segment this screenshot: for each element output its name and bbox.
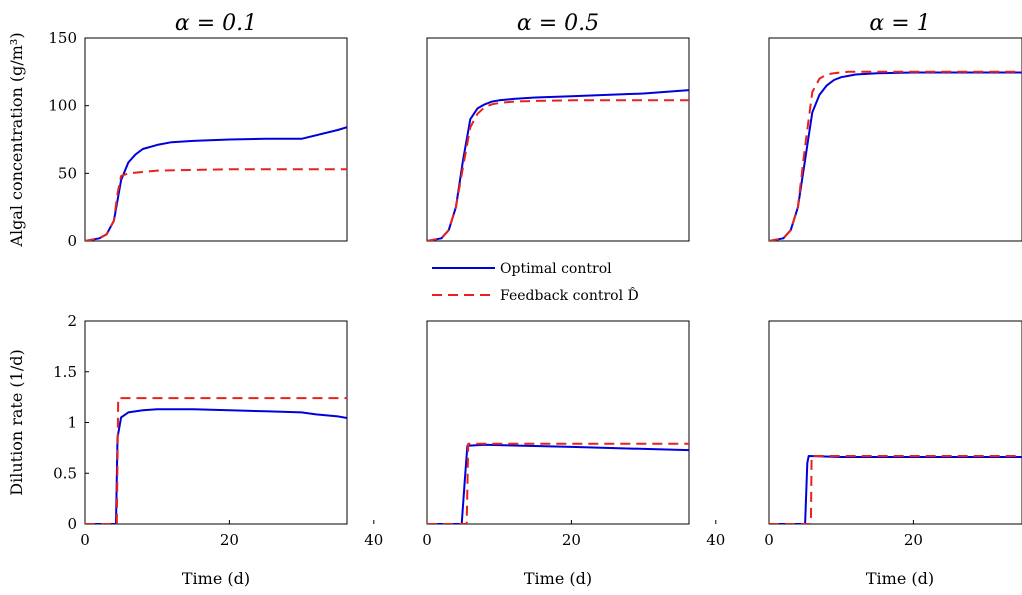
series-optimal-line (427, 443, 689, 524)
panel-1: 0 50 100 150 α = 0.1 Algal concentration (g/m… (7, 11, 348, 250)
x-tick-label: 40 (364, 531, 383, 549)
series-optimal-line (85, 126, 347, 241)
y-tick-label: 100 (48, 97, 77, 115)
x-axis-label: Time (d) (182, 569, 250, 588)
series-group (427, 89, 689, 241)
x-tick-label: 0 (764, 531, 774, 549)
x-tick-label: 0 (80, 531, 90, 549)
series-optimal-line (85, 408, 347, 524)
series-feedback-line (769, 70, 1022, 241)
series-group (769, 70, 1022, 241)
x-tick-label: 0 (422, 531, 432, 549)
x-tick-label: 20 (220, 531, 239, 549)
y-tick-label: 1 (67, 414, 77, 432)
series-group (769, 455, 1022, 524)
y-axis-label: Dilution rate (1/d) (7, 349, 26, 495)
x-axis-label: Time (d) (524, 569, 592, 588)
series-group (85, 126, 347, 241)
panel-5: 0 20 40 Time (d) (422, 320, 725, 588)
series-feedback-line (427, 442, 689, 524)
series-optimal-line (769, 455, 1022, 524)
series-feedback-line (85, 397, 347, 524)
plot-frame (426, 37, 690, 242)
plot-frame (84, 320, 348, 525)
y-tick-label: 50 (58, 164, 77, 182)
x-tick-label: 20 (904, 531, 923, 549)
y-tick-label: 150 (48, 29, 77, 47)
series-feedback-line (427, 99, 689, 241)
panel-title: α = 0.5 (517, 11, 599, 36)
panel-3: α = 1 (768, 11, 1022, 242)
y-tick-label: 0 (67, 232, 77, 250)
series-group (85, 397, 347, 524)
panel-title: α = 0.1 (175, 11, 257, 36)
x-axis-label: Time (d) (866, 569, 934, 588)
panel-2: α = 0.5 (426, 11, 690, 242)
y-axis-label: Algal concentration (g/m³) (7, 32, 26, 247)
panel-title: α = 1 (869, 11, 930, 36)
series-group (427, 442, 689, 524)
series-feedback-line (85, 168, 347, 241)
x-tick-label: 20 (562, 531, 581, 549)
x-tick-label: 40 (706, 531, 725, 549)
y-tick-label: 0 (67, 515, 77, 533)
legend: Optimal control Feedback control D̂ (432, 261, 639, 304)
y-tick-label: 0.5 (53, 464, 77, 482)
plot-frame (426, 320, 690, 525)
y-tick-label: 2 (67, 312, 77, 330)
legend-feedback-label: Feedback control D̂ (500, 286, 639, 304)
plot-frame (768, 320, 1022, 525)
legend-optimal-label: Optimal control (500, 261, 612, 277)
y-tick-label: 1.5 (53, 363, 77, 381)
